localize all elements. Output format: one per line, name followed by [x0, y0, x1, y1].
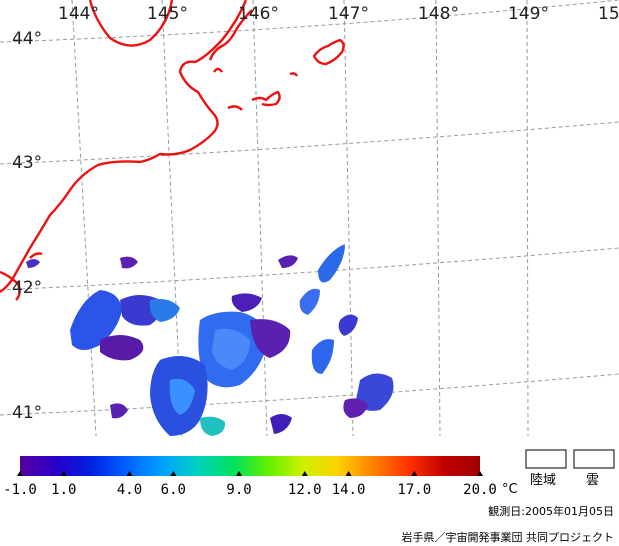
colorbar-tick-mark [301, 471, 308, 476]
sst-patch-12 [318, 244, 345, 283]
lat-label-44: 44° [12, 29, 42, 49]
colorbar-tick-label: 1.0 [51, 482, 76, 498]
coastline-islet-b [227, 105, 243, 111]
lon-label-150: 15 [598, 4, 619, 24]
colorbar-tick-mark [126, 471, 133, 476]
colorbar-tick-label: 12.0 [288, 482, 322, 498]
lat-label-43: 43° [12, 153, 42, 173]
coastline-erimo [0, 270, 21, 301]
longitude-labels: 144° 145° 146° 147° 148° 149° 15 [58, 4, 619, 24]
sst-patch-22 [26, 259, 40, 268]
sst-patch-16 [343, 398, 368, 418]
sst-patches [26, 244, 394, 436]
colorbar-tick-label: 4.0 [117, 482, 142, 498]
colorbar-tick-label: 17.0 [397, 482, 431, 498]
colorbar [20, 456, 480, 476]
sst-patch-6 [212, 328, 250, 370]
colorbar-tick-mark [236, 471, 243, 476]
coastline-islet-d [29, 252, 43, 259]
colorbar-ticks: -1.0 1.0 4.0 6.0 9.0 12.0 14.0 17.0 20.0 [3, 471, 497, 498]
coastline-east-hokkaido [0, 0, 248, 293]
coastline-etorofu [312, 38, 345, 66]
sst-patch-14 [338, 314, 358, 336]
meridian-146 [252, 0, 268, 437]
map-background [0, 0, 619, 436]
land-swatch [525, 449, 567, 469]
colorbar-tick-mark [411, 471, 418, 476]
lat-label-41: 41° [12, 403, 42, 423]
lon-label-146: 146° [238, 4, 279, 24]
colorbar-tick-label: 9.0 [226, 482, 251, 498]
sst-patch-20 [270, 414, 292, 434]
meridian-147 [343, 0, 354, 437]
credit-text: 岩手県／宇宙開発事業団 共同プロジェクト [402, 530, 615, 544]
coastline-islet-c [289, 72, 299, 77]
graticule [0, 0, 619, 437]
colorbar-tick-label: 14.0 [332, 482, 366, 498]
coastline-north [88, 0, 174, 47]
colorbar-tick-mark [60, 471, 67, 476]
sst-patch-11 [299, 288, 320, 315]
colorbar-tick-label: 6.0 [161, 482, 186, 498]
sst-patch-19 [278, 255, 298, 268]
sst-patch-13 [311, 339, 334, 374]
sst-patch-15 [356, 373, 394, 411]
cloud-label: 雲 [586, 473, 599, 488]
lon-label-145: 145° [147, 4, 188, 24]
meridian-148 [435, 0, 441, 437]
lat-label-42: 42° [12, 278, 42, 298]
parallel-43 [0, 121, 619, 165]
colorbar-tick-label: 20.0 [463, 482, 497, 498]
colorbar-tick-mark [477, 471, 483, 476]
sst-patch-2 [100, 335, 144, 361]
cloud-swatch [573, 449, 615, 469]
parallel-44 [0, 0, 619, 43]
colorbar-tick-mark [17, 471, 23, 476]
sst-patch-17 [231, 293, 262, 312]
sst-patch-1 [70, 290, 122, 350]
lon-label-147: 147° [328, 4, 369, 24]
lon-label-149: 149° [508, 4, 549, 24]
meridian-149 [526, 0, 529, 437]
sst-patch-4 [149, 299, 180, 322]
lon-label-148: 148° [418, 4, 459, 24]
coastline-islet-a [213, 67, 223, 73]
coastline-kunashiri [208, 9, 253, 61]
colorbar-tick-mark [345, 471, 352, 476]
parallel-41 [0, 373, 619, 416]
meridian-145 [161, 0, 183, 437]
colorbar-tick-mark [170, 471, 177, 476]
meridian-144 [71, 0, 97, 437]
sst-patch-7 [250, 319, 291, 358]
sst-patch-18 [120, 256, 138, 269]
sst-patch-21 [110, 403, 128, 419]
parallel-42 [0, 247, 619, 291]
lon-label-144: 144° [58, 4, 99, 24]
coastline-shikotan [251, 90, 281, 107]
coastline [0, 0, 345, 301]
sst-patch-10 [200, 416, 226, 436]
colorbar-tick-label: -1.0 [3, 482, 37, 498]
colorbar-unit: °C [502, 482, 518, 497]
sst-patch-9 [169, 378, 195, 415]
land-label: 陸域 [530, 472, 556, 488]
latitude-labels: 44° 43° 42° 41° [12, 29, 42, 423]
observation-date: 観測日:2005年01月05日 [488, 504, 614, 518]
